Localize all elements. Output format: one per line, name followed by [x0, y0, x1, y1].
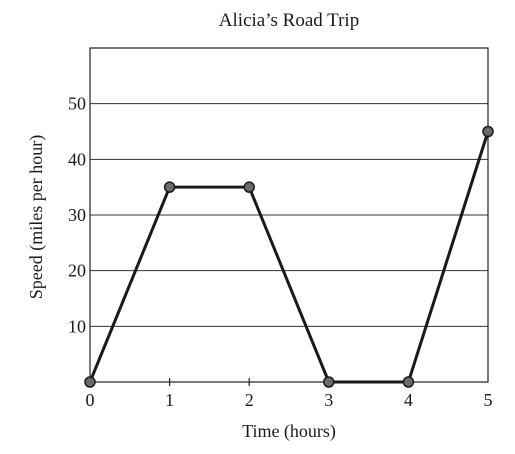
x-tick-label: 4 — [404, 390, 413, 410]
x-tick-label: 3 — [324, 390, 333, 410]
y-tick-label: 40 — [68, 149, 86, 169]
y-tick-label: 30 — [68, 205, 86, 225]
data-point — [482, 125, 494, 138]
x-axis-ticks: 0 1 2 3 4 5 — [86, 378, 493, 410]
plot-frame — [89, 47, 489, 383]
x-tick-label: 0 — [86, 390, 95, 410]
gridlines — [90, 103, 488, 327]
data-point — [323, 376, 335, 388]
x-tick-label: 2 — [245, 390, 254, 410]
y-tick-label: 50 — [68, 94, 86, 114]
x-tick-label: 5 — [484, 390, 493, 410]
y-tick-label: 10 — [68, 316, 86, 336]
data-point — [402, 376, 415, 388]
x-tick-label: 1 — [165, 390, 174, 410]
y-axis-label: Speed (miles per hour) — [26, 135, 47, 299]
data-point — [84, 376, 96, 388]
data-point — [163, 181, 176, 193]
y-axis-ticks: 10 20 30 40 50 — [68, 94, 86, 337]
data-point — [243, 181, 255, 193]
series-speed — [84, 125, 494, 388]
series-line — [88, 130, 490, 384]
chart-title: Alicia’s Road Trip — [219, 10, 359, 31]
y-tick-label: 20 — [68, 261, 86, 281]
x-axis-label: Time (hours) — [242, 421, 336, 442]
